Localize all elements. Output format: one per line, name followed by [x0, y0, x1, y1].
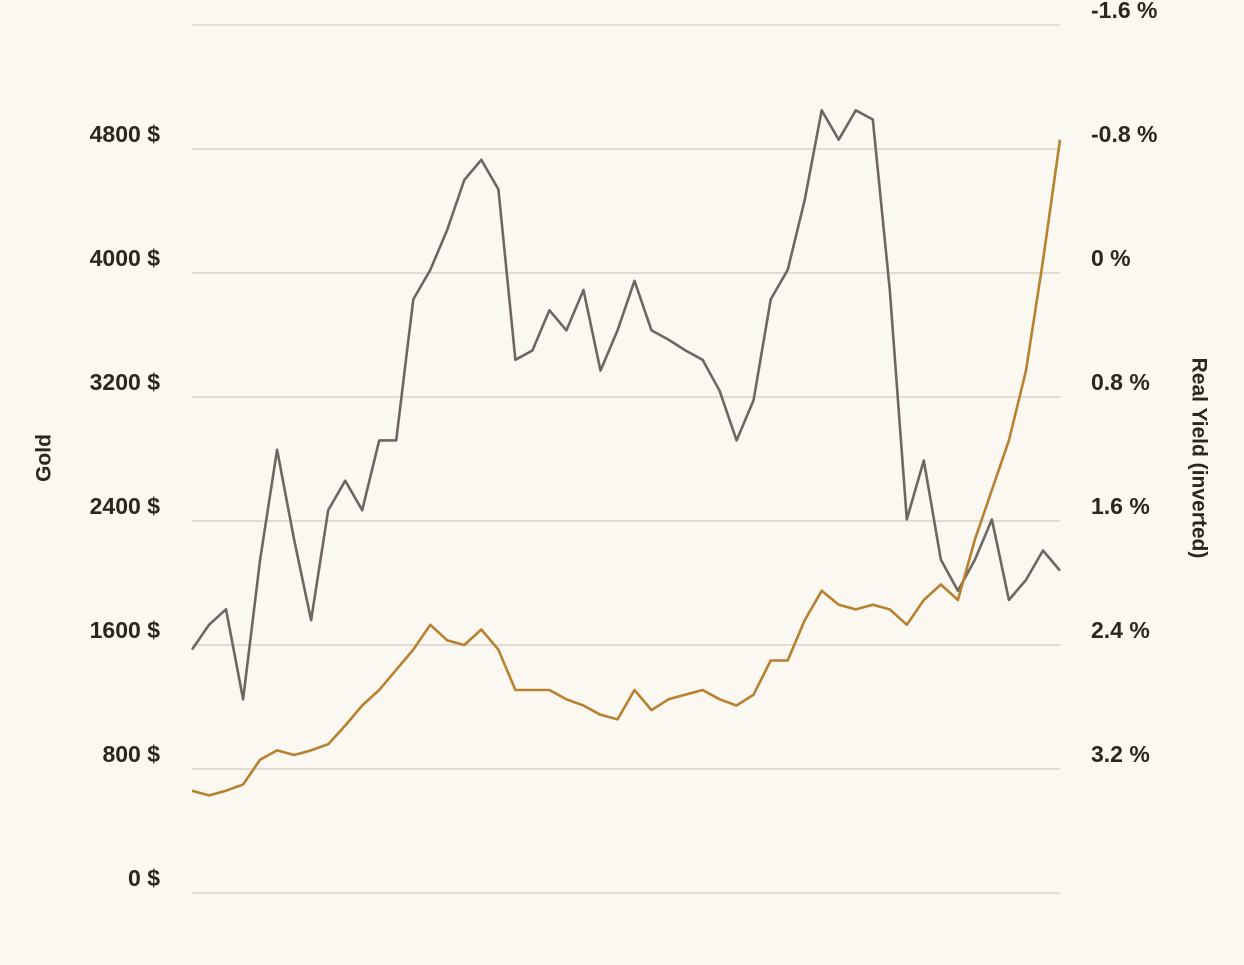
series-line [190, 109, 1061, 701]
plot [190, 109, 1062, 797]
y-tick-label: 4000 $ [90, 245, 161, 271]
y-tick-label: 2400 $ [90, 493, 161, 519]
y2-tick-label: 1.6 % [1091, 493, 1150, 519]
y2-axis-title: Real Yield (inverted) [1187, 358, 1210, 559]
y2-tick-label: -0.8 % [1091, 121, 1157, 147]
y2-tick-label: 3.2 % [1091, 741, 1150, 767]
y2-tick-label: 0.8 % [1091, 369, 1150, 395]
y-tick-label: 0 $ [128, 865, 160, 891]
series-line [191, 139, 1062, 797]
grid [192, 24, 1060, 894]
glow [80, 0, 1200, 230]
y-axis-title: Gold [33, 434, 56, 482]
y2-tick-label: 0 % [1091, 245, 1131, 271]
y-tick-label: 1600 $ [90, 617, 161, 643]
y-tick-label: 3200 $ [90, 369, 161, 395]
y-tick-label: 4800 $ [90, 121, 161, 147]
y-tick-label: 800 $ [102, 741, 160, 767]
y2-tick-label: 2.4 % [1091, 617, 1150, 643]
y2-tick-label: -1.6 % [1091, 0, 1157, 23]
